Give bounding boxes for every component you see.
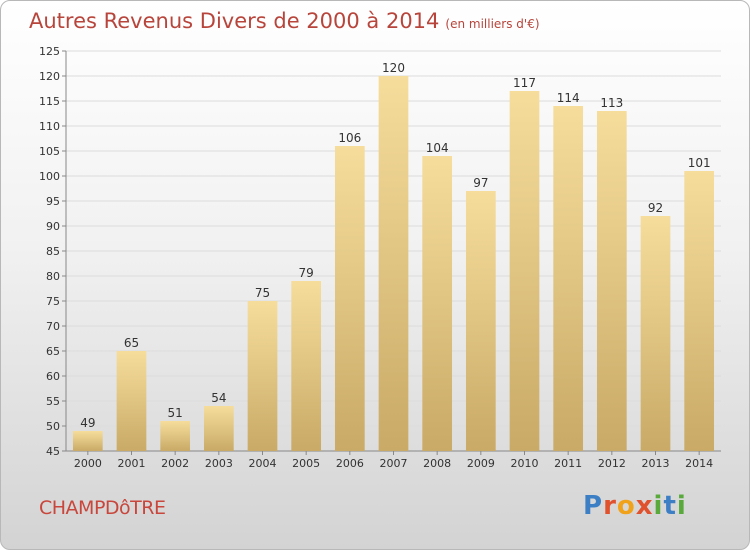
data-label-2001: 65 xyxy=(124,336,139,350)
y-tick-label: 70 xyxy=(46,320,60,333)
x-tick-label-2000: 2000 xyxy=(74,457,102,470)
logo-letter: i xyxy=(676,491,687,521)
y-tick-label: 50 xyxy=(46,420,60,433)
bar-2000 xyxy=(72,431,103,451)
bar-2011 xyxy=(553,106,584,451)
bar-2002 xyxy=(160,421,191,451)
x-tick-label-2007: 2007 xyxy=(380,457,408,470)
logo-letter: o xyxy=(616,491,636,521)
bar-2014 xyxy=(684,171,715,451)
x-tick-label-2005: 2005 xyxy=(292,457,320,470)
data-label-2013: 92 xyxy=(648,201,663,215)
bar-2012 xyxy=(596,111,627,451)
y-tick-label: 125 xyxy=(39,45,60,58)
bar-2008 xyxy=(422,156,453,451)
y-tick-label: 105 xyxy=(39,145,60,158)
bar-2001 xyxy=(116,351,147,451)
y-tick-label: 75 xyxy=(46,295,60,308)
data-label-2006: 106 xyxy=(338,131,361,145)
y-tick-label: 45 xyxy=(46,445,60,458)
x-tick-label-2013: 2013 xyxy=(642,457,670,470)
x-tick-label-2006: 2006 xyxy=(336,457,364,470)
chart-unit: (en milliers d'€) xyxy=(445,17,540,31)
data-label-2003: 54 xyxy=(211,391,226,405)
y-tick-label: 55 xyxy=(46,395,60,408)
y-tick-label: 110 xyxy=(39,120,60,133)
bar-2003 xyxy=(203,406,234,451)
data-label-2011: 114 xyxy=(557,91,580,105)
logo-letter: P xyxy=(583,491,604,521)
x-tick-label-2008: 2008 xyxy=(423,457,451,470)
y-tick-label: 95 xyxy=(46,195,60,208)
y-tick-label: 60 xyxy=(46,370,60,383)
y-tick-label: 115 xyxy=(39,95,60,108)
bar-2005 xyxy=(291,281,322,451)
x-tick-label-2009: 2009 xyxy=(467,457,495,470)
bar-2009 xyxy=(465,191,496,451)
x-tick-label-2001: 2001 xyxy=(118,457,146,470)
x-tick-label-2010: 2010 xyxy=(511,457,539,470)
proxiti-logo: Proxiti xyxy=(583,491,687,521)
data-label-2014: 101 xyxy=(688,156,711,170)
data-label-2004: 75 xyxy=(255,286,270,300)
data-label-2000: 49 xyxy=(80,416,95,430)
data-label-2008: 104 xyxy=(426,141,449,155)
x-tick-label-2003: 2003 xyxy=(205,457,233,470)
commune-name: CHAMPDôTRE xyxy=(39,497,166,519)
data-label-2009: 97 xyxy=(473,176,488,190)
logo-letter: t xyxy=(663,491,677,521)
bar-2004 xyxy=(247,301,278,451)
bars xyxy=(72,76,715,451)
x-tick-label-2012: 2012 xyxy=(598,457,626,470)
y-tick-labels: 45 50 55 60 65 70 75 80 85 90 95 100 105 110 115 120 125 xyxy=(39,45,60,458)
x-tick-label-2014: 2014 xyxy=(685,457,713,470)
bar-2013 xyxy=(640,216,671,451)
bar-2010 xyxy=(509,91,540,451)
data-label-2010: 117 xyxy=(513,76,536,90)
logo-letter: x xyxy=(635,491,654,521)
logo-letter: i xyxy=(653,491,664,521)
data-labels: 49 65 51 54 75 79 106 120 104 97 117 114 113 92 101 xyxy=(80,61,710,430)
data-label-2012: 113 xyxy=(600,96,623,110)
y-tick-label: 120 xyxy=(39,70,60,83)
chart-title-text: Autres Revenus Divers de 2000 à 2014 xyxy=(29,9,440,33)
logo-letter: r xyxy=(603,491,617,521)
y-tick-label: 90 xyxy=(46,220,60,233)
bar-2006 xyxy=(334,146,365,451)
data-label-2005: 79 xyxy=(299,266,314,280)
chart-title: Autres Revenus Divers de 2000 à 2014 (en … xyxy=(29,9,540,33)
bar-2007 xyxy=(378,76,409,451)
y-tick-label: 100 xyxy=(39,170,60,183)
y-tick-label: 65 xyxy=(46,345,60,358)
x-tick-label-2011: 2011 xyxy=(554,457,582,470)
x-tick-labels: 2000 2001 2002 2003 2004 2005 2006 2007 2008 2009… xyxy=(74,457,713,470)
y-tick-label: 80 xyxy=(46,270,60,283)
x-tick-label-2004: 2004 xyxy=(249,457,277,470)
data-label-2007: 120 xyxy=(382,61,405,75)
y-tick-label: 85 xyxy=(46,245,60,258)
data-label-2002: 51 xyxy=(168,406,183,420)
x-tick-label-2002: 2002 xyxy=(161,457,189,470)
